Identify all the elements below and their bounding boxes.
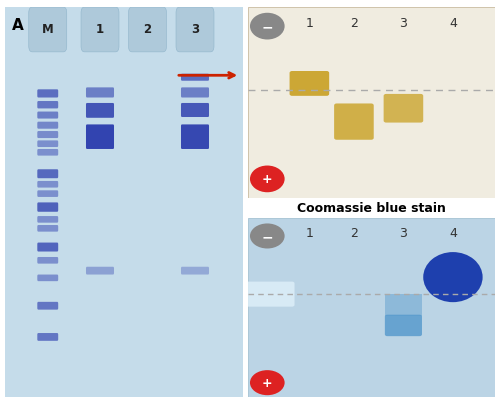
- Text: 2: 2: [350, 226, 358, 239]
- FancyBboxPatch shape: [38, 122, 58, 130]
- FancyBboxPatch shape: [38, 170, 58, 179]
- Text: M: M: [42, 23, 54, 36]
- Text: 3: 3: [191, 23, 199, 36]
- Text: +: +: [262, 173, 272, 186]
- Text: 4: 4: [449, 17, 457, 30]
- Text: B: B: [250, 9, 262, 24]
- Circle shape: [250, 166, 284, 193]
- FancyBboxPatch shape: [290, 72, 329, 97]
- Text: −: −: [262, 229, 273, 243]
- FancyBboxPatch shape: [181, 267, 209, 275]
- Circle shape: [250, 224, 284, 249]
- FancyBboxPatch shape: [38, 275, 58, 282]
- Circle shape: [250, 370, 284, 395]
- FancyBboxPatch shape: [38, 302, 58, 310]
- FancyBboxPatch shape: [38, 102, 58, 109]
- FancyBboxPatch shape: [38, 182, 58, 188]
- FancyBboxPatch shape: [384, 95, 423, 123]
- Text: 3: 3: [400, 226, 407, 239]
- FancyBboxPatch shape: [245, 282, 294, 307]
- FancyBboxPatch shape: [38, 217, 58, 223]
- FancyBboxPatch shape: [38, 191, 58, 197]
- FancyBboxPatch shape: [181, 125, 209, 150]
- FancyBboxPatch shape: [385, 315, 422, 336]
- Text: 2: 2: [350, 17, 358, 30]
- Text: 4: 4: [449, 226, 457, 239]
- FancyBboxPatch shape: [5, 8, 242, 397]
- FancyBboxPatch shape: [385, 294, 422, 317]
- FancyBboxPatch shape: [181, 88, 209, 98]
- FancyBboxPatch shape: [86, 125, 114, 150]
- Text: 2: 2: [144, 23, 152, 36]
- Text: 1: 1: [306, 17, 314, 30]
- FancyBboxPatch shape: [248, 219, 495, 397]
- FancyBboxPatch shape: [248, 8, 495, 198]
- Text: −: −: [262, 20, 273, 34]
- Text: Coomassie blue stain: Coomassie blue stain: [297, 201, 446, 214]
- Text: +: +: [262, 376, 272, 389]
- Text: 1: 1: [306, 226, 314, 239]
- FancyBboxPatch shape: [38, 90, 58, 98]
- Ellipse shape: [423, 253, 482, 302]
- FancyBboxPatch shape: [38, 150, 58, 156]
- FancyBboxPatch shape: [334, 104, 374, 140]
- FancyBboxPatch shape: [38, 257, 58, 264]
- FancyBboxPatch shape: [176, 8, 214, 53]
- Circle shape: [250, 14, 284, 41]
- FancyBboxPatch shape: [38, 333, 58, 341]
- FancyBboxPatch shape: [86, 267, 114, 275]
- Text: 1: 1: [96, 23, 104, 36]
- Text: 3: 3: [400, 17, 407, 30]
- Text: A: A: [12, 18, 24, 33]
- FancyBboxPatch shape: [86, 104, 114, 118]
- FancyBboxPatch shape: [181, 75, 209, 81]
- FancyBboxPatch shape: [28, 8, 67, 53]
- FancyBboxPatch shape: [38, 112, 58, 119]
- FancyBboxPatch shape: [81, 8, 119, 53]
- FancyBboxPatch shape: [181, 104, 209, 118]
- FancyBboxPatch shape: [38, 243, 58, 252]
- FancyBboxPatch shape: [38, 225, 58, 232]
- FancyBboxPatch shape: [86, 88, 114, 98]
- FancyBboxPatch shape: [38, 132, 58, 139]
- FancyBboxPatch shape: [38, 141, 58, 148]
- FancyBboxPatch shape: [128, 8, 166, 53]
- FancyBboxPatch shape: [38, 203, 58, 212]
